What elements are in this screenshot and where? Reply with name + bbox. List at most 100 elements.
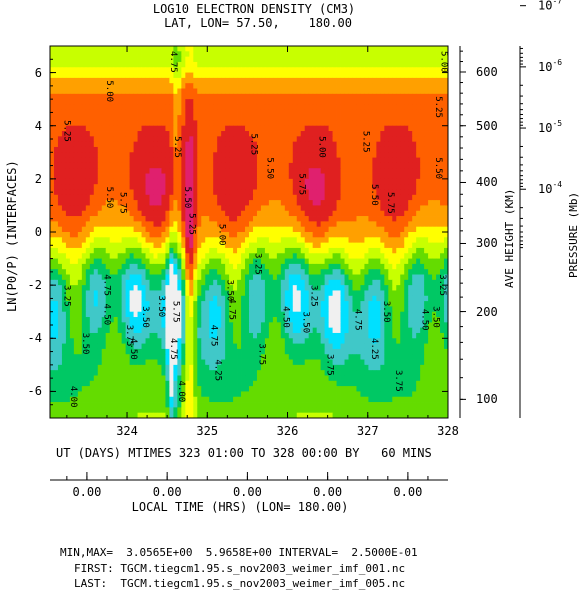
heatmap-cell	[284, 77, 290, 84]
heatmap-cell	[117, 237, 123, 244]
heatmap-cell	[348, 301, 353, 307]
heatmap-cell	[444, 157, 448, 164]
heatmap-cell	[392, 178, 397, 185]
heatmap-cell	[404, 232, 409, 238]
heatmap-cell	[352, 247, 357, 254]
heatmap-cell	[336, 242, 341, 249]
heatmap-cell	[245, 46, 250, 52]
heatmap-cell	[173, 301, 178, 307]
heatmap-cell	[133, 285, 138, 291]
heatmap-cell	[129, 173, 134, 180]
heatmap-cell	[444, 279, 448, 286]
heatmap-cell	[424, 226, 429, 233]
heatmap-cell	[125, 67, 130, 73]
heatmap-cell	[50, 306, 55, 313]
heatmap-cell	[177, 189, 182, 196]
heatmap-cell	[153, 269, 158, 275]
heatmap-cell	[328, 258, 333, 265]
heatmap-cell	[424, 67, 429, 73]
heatmap-cell	[249, 247, 254, 254]
heatmap-cell	[137, 178, 142, 185]
heatmap-cell	[205, 279, 210, 286]
heatmap-cell	[316, 269, 322, 275]
heatmap-cell	[69, 290, 75, 297]
heatmap-cell	[161, 242, 166, 249]
heatmap-cell	[57, 263, 63, 270]
heatmap-cell	[444, 168, 448, 174]
heatmap-cell	[237, 237, 242, 244]
heatmap-cell	[61, 157, 67, 164]
heatmap-cell	[241, 72, 246, 79]
heatmap-cell	[416, 141, 421, 148]
heatmap-cell	[432, 141, 437, 148]
heatmap-cell	[312, 290, 318, 297]
heatmap-cell	[73, 258, 79, 265]
heatmap-cell	[189, 146, 194, 153]
heatmap-cell	[149, 67, 154, 73]
heatmap-cell	[229, 115, 234, 121]
heatmap-cell	[141, 61, 146, 68]
heatmap-cell	[213, 168, 218, 174]
heatmap-cell	[380, 221, 385, 228]
heatmap-cell	[185, 51, 190, 58]
heatmap-cell	[53, 51, 59, 58]
heatmap-cell	[440, 301, 445, 307]
heatmap-cell	[237, 125, 242, 132]
heatmap-cell	[245, 173, 250, 180]
heatmap-cell	[149, 247, 154, 254]
heatmap-cell	[85, 93, 91, 100]
heatmap-cell	[89, 93, 95, 100]
heatmap-cell	[50, 226, 55, 233]
heatmap-cell	[364, 263, 369, 270]
heatmap-cell	[89, 247, 95, 254]
heatmap-cell	[256, 56, 262, 63]
heatmap-cell	[328, 157, 333, 164]
heatmap-cell	[364, 253, 369, 259]
heatmap-cell	[185, 258, 190, 265]
heatmap-cell	[304, 51, 310, 58]
heatmap-cell	[185, 104, 190, 111]
heatmap-cell	[348, 141, 353, 148]
heatmap-cell	[57, 131, 63, 137]
heatmap-cell	[117, 168, 123, 174]
heatmap-cell	[288, 109, 294, 116]
heatmap-cell	[185, 205, 190, 212]
heatmap-cell	[424, 263, 429, 270]
heatmap-cell	[380, 104, 385, 111]
heatmap-cell	[217, 152, 222, 158]
heatmap-cell	[384, 306, 389, 313]
heatmap-cell	[137, 306, 142, 313]
heatmap-cell	[332, 242, 337, 249]
heatmap-cell	[237, 72, 242, 79]
heatmap-cell	[304, 67, 310, 73]
heatmap-cell	[440, 51, 445, 58]
heatmap-cell	[121, 157, 127, 164]
heatmap-cell	[440, 237, 445, 244]
heatmap-cell	[424, 157, 429, 164]
heatmap-cell	[73, 104, 79, 111]
heatmap-cell	[65, 306, 71, 313]
heatmap-cell	[252, 162, 258, 169]
heatmap-cell	[169, 136, 174, 143]
heatmap-cell	[185, 210, 190, 217]
heatmap-cell	[241, 237, 246, 244]
heatmap-cell	[65, 274, 71, 281]
heatmap-cell	[304, 226, 310, 233]
heatmap-cell	[141, 178, 146, 185]
heatmap-cell	[241, 56, 246, 63]
heatmap-cell	[157, 115, 162, 121]
heatmap-cell	[296, 46, 302, 52]
heatmap-cell	[284, 131, 290, 137]
heatmap-cell	[272, 232, 278, 238]
heatmap-cell	[205, 72, 210, 79]
heatmap-cell	[201, 237, 206, 244]
heatmap-cell	[276, 221, 282, 228]
heatmap-cell	[428, 279, 433, 286]
heatmap-cell	[432, 61, 437, 68]
heatmap-cell	[101, 216, 107, 222]
heatmap-cell	[77, 258, 83, 265]
heatmap-cell	[360, 274, 365, 281]
heatmap-cell	[133, 189, 138, 196]
heatmap-cell	[372, 189, 377, 196]
heatmap-cell	[61, 301, 67, 307]
